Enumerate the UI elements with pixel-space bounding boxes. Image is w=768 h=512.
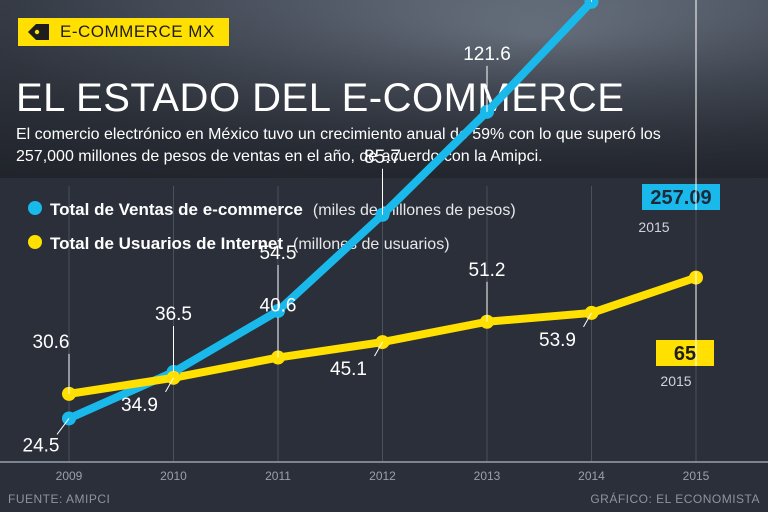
x-tick-label: 2014	[578, 469, 605, 483]
x-tick-label: 2011	[265, 469, 291, 483]
source-note: FUENTE: AMIPCI	[8, 492, 111, 506]
data-label: 45.1	[330, 359, 367, 380]
data-label: 30.6	[33, 332, 70, 353]
leader-line	[56, 418, 70, 435]
x-tick-label: 2015	[683, 469, 710, 483]
credit-note: GRÁFICO: EL ECONOMISTA	[590, 492, 760, 506]
leader-line	[374, 341, 383, 357]
legend-label: Total de Ventas de e-commerce	[50, 200, 303, 219]
leader-line	[583, 312, 592, 328]
data-label: 85.7	[364, 147, 401, 168]
highlight-box	[656, 340, 714, 366]
data-label: 65	[674, 343, 696, 365]
highlight-year: 2015	[660, 373, 691, 389]
page-title: EL ESTADO DEL E-COMMERCE	[16, 76, 625, 120]
data-label: 40.6	[260, 296, 297, 317]
highlight-box	[642, 184, 720, 210]
data-label: 51.2	[469, 260, 506, 281]
highlight-year: 2015	[638, 219, 669, 235]
page-subtitle: El comercio electrónico en México tuvo u…	[16, 126, 661, 165]
data-label: 24.5	[23, 435, 60, 456]
section-tag: E-COMMERCE MX	[18, 18, 229, 46]
x-tick-label: 2012	[369, 469, 396, 483]
x-tick-label: 2010	[160, 469, 187, 483]
data-label: 34.9	[121, 395, 158, 416]
legend-unit: (miles de millones de pesos)	[313, 202, 516, 219]
data-point	[584, 0, 599, 9]
legend-marker	[28, 201, 42, 215]
x-tick-label: 2013	[474, 469, 501, 483]
footer-bar	[0, 490, 768, 512]
data-label: 121.6	[463, 44, 511, 65]
data-label: 54.5	[260, 243, 297, 264]
data-label: 257.09	[650, 187, 711, 209]
section-tag-label: E-COMMERCE MX	[60, 22, 215, 41]
price-tag-icon	[28, 24, 49, 40]
x-tick-label: 2009	[56, 469, 83, 483]
legend-unit: (millones de usuarios)	[293, 236, 450, 253]
legend-marker	[28, 235, 42, 249]
data-label: 53.9	[539, 330, 576, 351]
chart-area	[0, 178, 768, 490]
legend-label: Total de Usuarios de Internet	[50, 234, 283, 253]
leader-line	[165, 377, 174, 393]
data-label: 36.5	[155, 304, 192, 325]
